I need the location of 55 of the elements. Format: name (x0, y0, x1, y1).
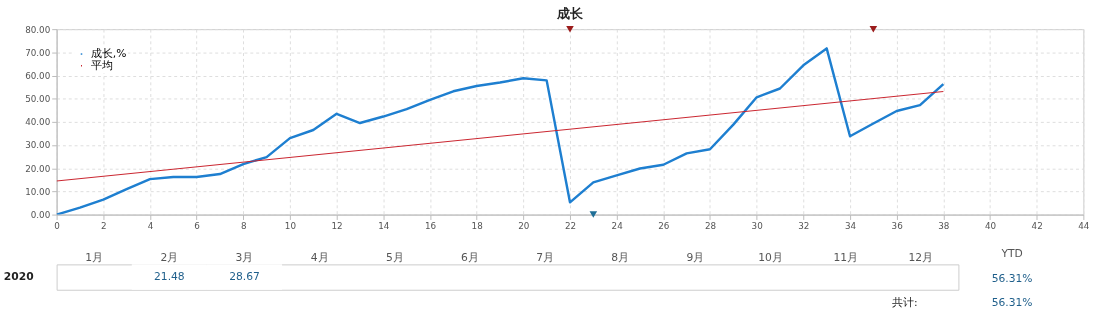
x-tick-label: 26 (658, 220, 670, 231)
x-tick-label: 18 (471, 220, 483, 231)
x-tick-label: 20 (518, 220, 530, 231)
chart-title: 成长 (555, 6, 584, 22)
x-tick-label: 38 (938, 220, 950, 231)
y-tick-label: 80.00 (25, 24, 51, 35)
legend-label: 成长,% (90, 46, 127, 60)
x-tick-label: 8 (240, 220, 247, 231)
x-tick-label: 28 (704, 220, 717, 231)
x-tick-label: 32 (798, 220, 810, 231)
text: 56.31% (991, 296, 1033, 310)
x-tick-label: 36 (891, 220, 904, 231)
y-tick-label: 10.00 (25, 186, 51, 197)
y-tick-label: 40.00 (25, 117, 51, 128)
x-tick-label: 14 (378, 220, 390, 231)
x-tick-label: 4月 (310, 250, 329, 264)
x-tick-label: 16 (424, 220, 437, 231)
x-tick-label: 7月 (536, 250, 555, 264)
x-tick-label: 2 (100, 220, 107, 231)
x-tick-label: 8月 (611, 250, 630, 264)
x-tick-label: 5月 (385, 250, 404, 264)
y-tick-label: 50.00 (25, 94, 51, 105)
text: 56.31% (991, 271, 1033, 285)
y-tick-label: 20.00 (25, 163, 51, 174)
annotation: 共计: (891, 296, 918, 310)
x-tick-label: 4 (147, 220, 154, 231)
x-tick-label: 1月 (85, 250, 104, 264)
x-tick-label: 11月 (833, 250, 859, 264)
x-tick-label: 44 (1078, 220, 1090, 231)
x-tick-label: 3月 (235, 250, 254, 264)
x-tick-label: 12 (331, 220, 343, 231)
y-tick-label: 60.00 (25, 70, 51, 81)
x-tick-label: 42 (1031, 220, 1043, 231)
legend-label: 平均 (90, 58, 113, 72)
x-tick-label: 34 (844, 220, 857, 231)
x-tick-label: 40 (984, 220, 997, 231)
x-tick-label: 10月 (758, 250, 783, 264)
text: YTD (1000, 246, 1023, 260)
data-label: 21.48 (153, 269, 185, 283)
x-tick-label: 12月 (908, 250, 934, 264)
x-tick-label: 0 (54, 220, 60, 231)
x-tick-label: 22 (564, 220, 577, 231)
y-tick-label: 70.00 (25, 47, 51, 58)
y-tick-label: 0.00 (30, 210, 51, 221)
data-label: 28.67 (229, 269, 260, 283)
y-tick-label: 30.00 (25, 140, 51, 151)
x-tick-label: 6 (194, 220, 201, 231)
y-tick-label: 2020 (3, 269, 34, 283)
x-tick-label: 30 (751, 220, 763, 231)
x-tick-label: 9月 (686, 250, 705, 264)
line-series (56, 47, 945, 215)
x-tick-label: 10 (284, 220, 297, 231)
x-tick-label: 6月 (461, 250, 479, 264)
x-tick-label: 2月 (160, 250, 179, 264)
x-tick-label: 24 (611, 220, 624, 231)
